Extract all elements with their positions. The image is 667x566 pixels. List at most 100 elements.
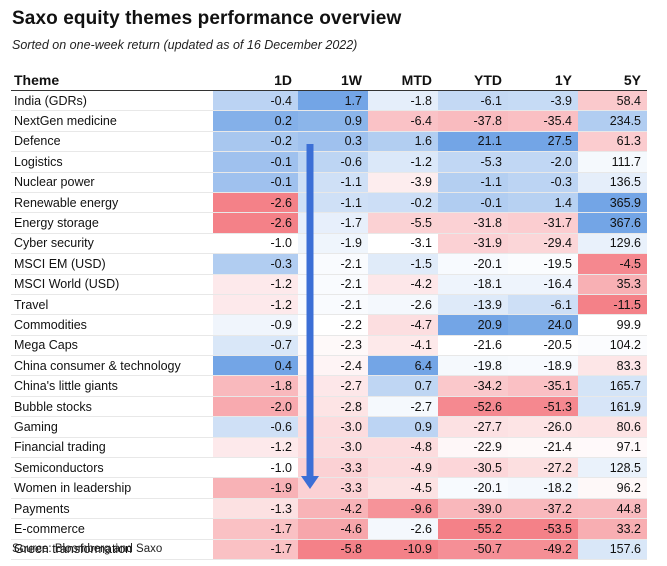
return-cell: -2.7 [368, 396, 438, 417]
return-cell: 58.4 [578, 90, 647, 111]
return-cell: -2.6 [213, 192, 298, 213]
return-cell: -1.9 [213, 477, 298, 499]
return-cell: 27.5 [508, 131, 578, 152]
theme-name: MSCI EM (USD) [14, 256, 106, 271]
return-cell: -1.1 [298, 172, 368, 193]
return-cell: -2.1 [298, 274, 368, 295]
table-row: Green transformation -1.7 -5.8 -10.9 -50.7 -4… [11, 539, 647, 560]
return-cell: 128.5 [578, 457, 647, 478]
return-cell: -1.1 [298, 192, 368, 213]
return-cell: 83.3 [578, 355, 647, 376]
return-cell: 111.7 [578, 151, 647, 173]
return-cell: -1.8 [213, 375, 298, 397]
table-row: Gaming -0.6 -3.0 0.9 -27.7 -26.0 80.6 [11, 416, 647, 438]
return-cell: -31.9 [438, 233, 508, 254]
return-cell: -37.2 [508, 498, 578, 519]
return-cell: -6.1 [438, 90, 508, 111]
theme-name: Defence [14, 134, 61, 149]
table-row: MSCI World (USD) -1.2 -2.1 -4.2 -18.1 -16.4 35… [11, 274, 647, 295]
return-cell: -0.7 [213, 335, 298, 356]
return-cell: 35.3 [578, 274, 647, 295]
theme-name: Commodities [14, 317, 87, 332]
theme-name: Travel [14, 297, 49, 312]
table-subtitle: Sorted on one-week return (updated as of… [12, 38, 358, 52]
return-cell: 161.9 [578, 396, 647, 417]
return-cell: 44.8 [578, 498, 647, 519]
return-cell: -30.5 [438, 457, 508, 478]
table-row: China's little giants -1.8 -2.7 0.7 -34.2 -35… [11, 375, 647, 397]
return-cell: -51.3 [508, 396, 578, 417]
return-cell: 1.4 [508, 192, 578, 213]
table-row: Cyber security -1.0 -1.9 -3.1 -31.9 -29.4 129.… [11, 233, 647, 254]
return-cell: -3.1 [368, 233, 438, 254]
return-cell: -10.9 [368, 539, 438, 560]
return-cell: -1.0 [213, 233, 298, 254]
column-header: 1W [298, 70, 368, 91]
theme-name: India (GDRs) [14, 93, 87, 108]
return-cell: 367.6 [578, 212, 647, 234]
return-cell: -35.4 [508, 110, 578, 132]
return-cell: 0.3 [298, 131, 368, 152]
return-cell: -0.6 [213, 416, 298, 438]
return-cell: -2.6 [368, 294, 438, 315]
return-cell: -21.6 [438, 335, 508, 356]
return-cell: -2.8 [298, 396, 368, 417]
return-cell: -3.9 [368, 172, 438, 193]
return-cell: -3.0 [298, 437, 368, 458]
return-cell: 99.9 [578, 314, 647, 336]
return-cell: -39.0 [438, 498, 508, 519]
table-row: Defence -0.2 0.3 1.6 21.1 27.5 61.3 [11, 131, 647, 152]
return-cell: -2.3 [298, 335, 368, 356]
return-cell: -2.2 [298, 314, 368, 336]
return-cell: -29.4 [508, 233, 578, 254]
return-cell: -3.9 [508, 90, 578, 111]
return-cell: -1.2 [213, 274, 298, 295]
theme-name: Payments [14, 501, 70, 516]
theme-name: Cyber security [14, 236, 94, 251]
return-cell: -0.6 [298, 151, 368, 173]
table-row: Payments -1.3 -4.2 -9.6 -39.0 -37.2 44.8 [11, 498, 647, 519]
return-cell: -31.7 [508, 212, 578, 234]
return-cell: -22.9 [438, 437, 508, 458]
return-cell: -35.1 [508, 375, 578, 397]
theme-name: Mega Caps [14, 338, 78, 353]
return-cell: -18.2 [508, 477, 578, 499]
return-cell: 365.9 [578, 192, 647, 213]
theme-name: Renewable energy [14, 195, 119, 210]
return-cell: -3.3 [298, 477, 368, 499]
return-cell: 0.9 [298, 110, 368, 132]
return-cell: -4.7 [368, 314, 438, 336]
return-cell: -16.4 [508, 274, 578, 295]
table-row: MSCI EM (USD) -0.3 -2.1 -1.5 -20.1 -19.5 -4.5 [11, 253, 647, 275]
return-cell: -13.9 [438, 294, 508, 315]
return-cell: 129.6 [578, 233, 647, 254]
return-cell: 165.7 [578, 375, 647, 397]
return-cell: 0.4 [213, 355, 298, 376]
return-cell: -1.5 [368, 253, 438, 275]
theme-name: Women in leadership [14, 481, 132, 496]
table-row: Nuclear power -0.1 -1.1 -3.9 -1.1 -0.3 136.5 [11, 172, 647, 193]
return-cell: -4.2 [298, 498, 368, 519]
theme-name: Bubble stocks [14, 399, 92, 414]
return-cell: -0.3 [508, 172, 578, 193]
return-cell: -3.3 [298, 457, 368, 478]
return-cell: -20.1 [438, 477, 508, 499]
return-cell: -4.5 [368, 477, 438, 499]
table-title: Saxo equity themes performance overview [12, 8, 402, 29]
theme-name: Logistics [14, 154, 63, 169]
table-row: China consumer & technology 0.4 -2.4 6.4 -19… [11, 355, 647, 376]
return-cell: -1.0 [213, 457, 298, 478]
return-cell: -5.5 [368, 212, 438, 234]
return-cell: 96.2 [578, 477, 647, 499]
table-row: India (GDRs) -0.4 1.7 -1.8 -6.1 -3.9 58.4 [11, 90, 647, 111]
return-cell: -2.1 [298, 294, 368, 315]
source-note: Source: Bloomberg and Saxo [12, 543, 163, 555]
return-cell: -1.7 [213, 539, 298, 560]
theme-name: China consumer & technology [14, 358, 181, 373]
table-body: India (GDRs) -0.4 1.7 -1.8 -6.1 -3.9 58.4 NextG… [11, 90, 647, 560]
return-cell: -1.1 [438, 172, 508, 193]
theme-name: Gaming [14, 419, 58, 434]
return-cell: -18.1 [438, 274, 508, 295]
table-row: Commodities -0.9 -2.2 -4.7 20.9 24.0 99.9 [11, 314, 647, 336]
table-row: NextGen medicine 0.2 0.9 -6.4 -37.8 -35.4 234.… [11, 110, 647, 132]
